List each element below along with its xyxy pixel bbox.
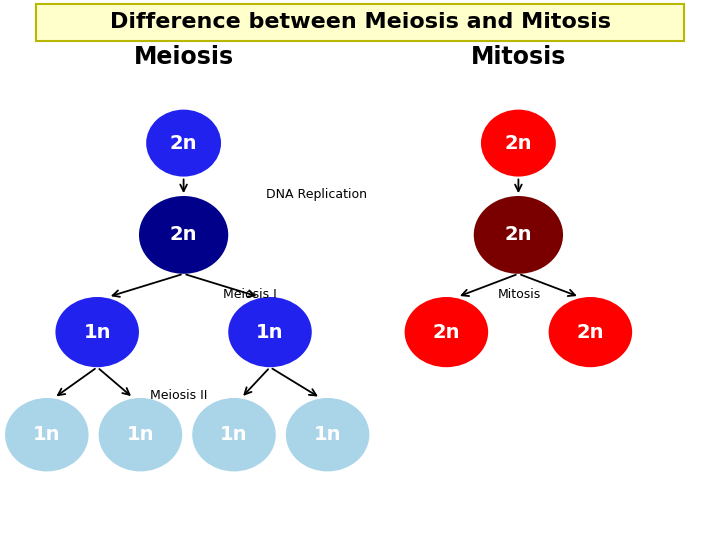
Text: 2n: 2n — [170, 133, 197, 153]
Text: Mitosis: Mitosis — [471, 45, 566, 69]
Text: 1n: 1n — [314, 425, 341, 444]
Text: Mitosis: Mitosis — [498, 288, 541, 301]
Text: 1n: 1n — [127, 425, 154, 444]
Text: 1n: 1n — [84, 322, 111, 342]
Ellipse shape — [99, 398, 182, 471]
Text: 2n: 2n — [433, 322, 460, 342]
Ellipse shape — [474, 196, 563, 274]
Text: DNA Replication: DNA Replication — [266, 188, 367, 201]
Text: Difference between Meiosis and Mitosis: Difference between Meiosis and Mitosis — [109, 12, 611, 32]
Text: Meiosis I: Meiosis I — [223, 288, 277, 301]
Ellipse shape — [5, 398, 89, 471]
Text: Meiosis II: Meiosis II — [150, 389, 207, 402]
Ellipse shape — [481, 110, 556, 177]
Text: 2n: 2n — [505, 133, 532, 153]
Text: 1n: 1n — [256, 322, 284, 342]
Ellipse shape — [146, 110, 221, 177]
FancyBboxPatch shape — [36, 4, 684, 40]
Text: 2n: 2n — [577, 322, 604, 342]
Ellipse shape — [228, 297, 312, 367]
Ellipse shape — [192, 398, 276, 471]
Text: 1n: 1n — [33, 425, 60, 444]
Text: Meiosis: Meiosis — [133, 45, 234, 69]
Ellipse shape — [549, 297, 632, 367]
Ellipse shape — [405, 297, 488, 367]
Text: 1n: 1n — [220, 425, 248, 444]
Text: 2n: 2n — [505, 225, 532, 245]
Text: 2n: 2n — [170, 225, 197, 245]
Ellipse shape — [139, 196, 228, 274]
Ellipse shape — [55, 297, 139, 367]
Ellipse shape — [286, 398, 369, 471]
